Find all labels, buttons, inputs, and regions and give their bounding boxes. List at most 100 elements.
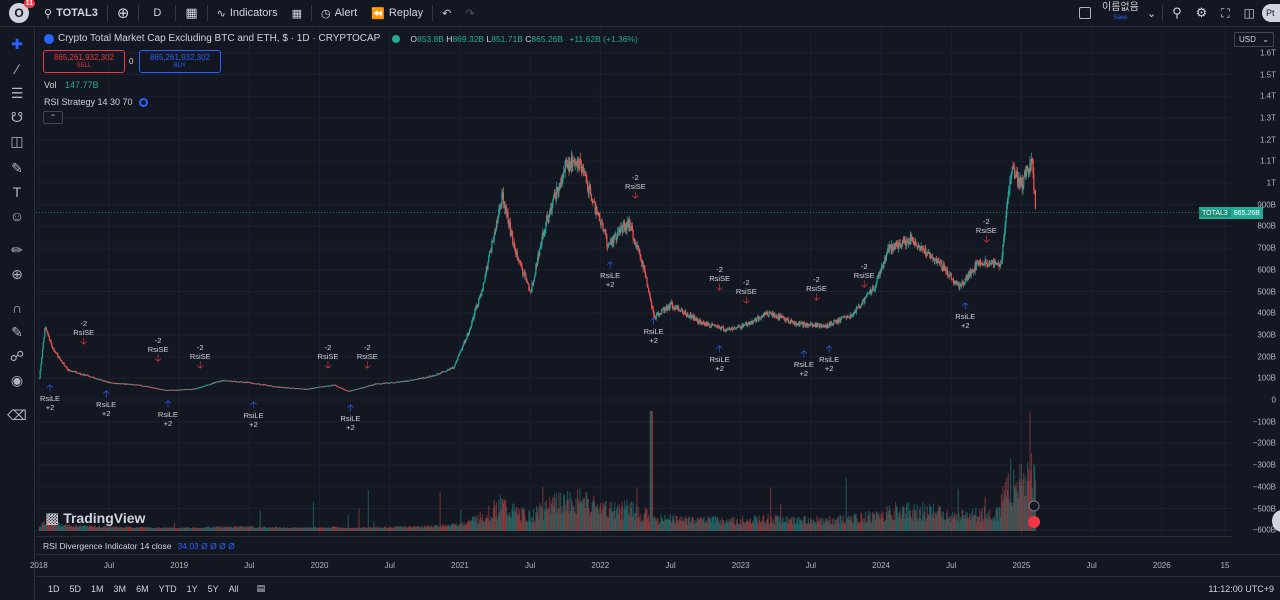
- redo-button[interactable]: ↷: [458, 0, 481, 27]
- price-scale[interactable]: USD ⌄ 1.6T 1.5T 1.4T 1.3T 1.2T 1.1T 1T 900B 800B…: [1232, 28, 1280, 554]
- candle-body: [1021, 177, 1023, 189]
- range-ytd-button[interactable]: YTD: [158, 583, 177, 594]
- rsi-divergence-pane[interactable]: RSI Divergence Indicator 14 close 34.03 …: [36, 536, 1232, 554]
- range-5d-button[interactable]: 5D: [69, 583, 82, 594]
- replay-button[interactable]: ⏪ Replay: [364, 0, 430, 27]
- crosshair-icon[interactable]: ✚: [11, 35, 23, 52]
- layout-menu-button[interactable]: ⌄: [1143, 0, 1160, 27]
- emoji-icon[interactable]: ☺: [9, 208, 25, 224]
- volume-bar: [962, 515, 965, 531]
- fib-retracement-icon[interactable]: ☰: [10, 84, 24, 101]
- text-icon[interactable]: T: [12, 184, 22, 200]
- sell-button[interactable]: 865,261,932,302 SELL: [43, 50, 125, 73]
- candle-body: [276, 386, 278, 388]
- candle-body: [43, 337, 45, 343]
- eye-icon[interactable]: ◉: [10, 371, 24, 388]
- volume-bar: [312, 501, 315, 531]
- volume-bar: [908, 502, 910, 531]
- candle-body: [66, 367, 68, 370]
- volume-bar: [583, 499, 585, 531]
- current-price-tag: TOTAL3 865.26B: [1199, 207, 1263, 219]
- range-5y-button[interactable]: 5Y: [207, 583, 219, 594]
- account-avatar[interactable]: O 11: [9, 0, 35, 23]
- volume-bar: [322, 527, 325, 531]
- candle-body: [432, 375, 434, 377]
- candle-body: [971, 270, 973, 272]
- lock-icon[interactable]: ☍: [9, 347, 25, 364]
- volume-bar: [185, 527, 187, 531]
- profile-button[interactable]: Pt: [1262, 0, 1280, 27]
- candle-body: [598, 215, 600, 217]
- layout-name-button[interactable]: 이름없음 Save: [1098, 0, 1143, 27]
- pattern-icon[interactable]: ☋: [10, 108, 24, 125]
- volume-bar: [685, 518, 687, 531]
- volume-bar: [832, 524, 834, 531]
- magnet-icon[interactable]: ∩: [11, 300, 23, 316]
- fullscreen-button[interactable]: ⛶: [1214, 0, 1236, 27]
- strategy-legend[interactable]: RSI Strategy 14 30 70: [44, 97, 149, 108]
- settings-button[interactable]: ⚙: [1189, 0, 1215, 27]
- candle-body: [895, 243, 897, 249]
- volume-bar: [432, 526, 434, 531]
- candle-body: [824, 325, 826, 327]
- volume-bar: [380, 528, 383, 531]
- volume-bar: [309, 527, 312, 531]
- volume-bar: [418, 526, 420, 531]
- trend-line-icon[interactable]: ∕: [15, 61, 19, 77]
- lock-drawings-icon[interactable]: ✎: [11, 323, 23, 340]
- ruler-icon[interactable]: ✏: [11, 241, 23, 258]
- long-entry-signal: 🡡 RsiLE +2: [710, 345, 730, 374]
- candle-body: [726, 328, 728, 330]
- time-scale[interactable]: 2018 Jul 2019 Jul 2020 Jul 2021 Jul 2022 Jul 2023 J…: [30, 554, 1280, 576]
- chart-type-button[interactable]: ▦: [178, 0, 204, 27]
- prediction-icon[interactable]: ◫: [10, 132, 24, 149]
- currency-select[interactable]: USD ⌄: [1234, 32, 1274, 47]
- undo-button[interactable]: ↶: [435, 0, 458, 27]
- volume-bar: [139, 527, 142, 531]
- volume-bar: [909, 510, 911, 531]
- candle-body: [951, 278, 953, 280]
- range-1m-button[interactable]: 1M: [91, 583, 104, 594]
- brush-icon[interactable]: ✎: [11, 159, 23, 176]
- range-1d-button[interactable]: 1D: [48, 583, 60, 594]
- volume-bar: [578, 503, 580, 531]
- layout-toggle-button[interactable]: [1072, 0, 1098, 27]
- goto-date-button[interactable]: ▤: [252, 583, 271, 594]
- compare-symbol-button[interactable]: ⊕: [110, 0, 137, 27]
- symbol-search-button[interactable]: ⚲ TOTAL3: [37, 0, 105, 27]
- snapshot-button[interactable]: ◫: [1237, 0, 1262, 27]
- alert-button[interactable]: ◷ Alert: [314, 0, 364, 27]
- volume-bar: [561, 505, 563, 531]
- range-1y-button[interactable]: 1Y: [186, 583, 198, 594]
- range-all-button[interactable]: All: [228, 583, 239, 594]
- candle-body: [911, 237, 913, 241]
- price-chart[interactable]: [36, 28, 1232, 536]
- scroll-to-realtime-button[interactable]: [1272, 510, 1280, 532]
- volume-bar: [860, 512, 862, 531]
- volume-bar: [170, 527, 172, 531]
- quick-search-button[interactable]: ⚲: [1165, 0, 1189, 27]
- interval-button[interactable]: D: [141, 0, 173, 27]
- indicators-button[interactable]: ∿ Indicators: [210, 0, 285, 27]
- spread-value: 0: [129, 57, 134, 66]
- volume-bar: [905, 514, 907, 531]
- candle-body: [47, 331, 49, 335]
- drawing-toolbar: ✚ ∕ ☰ ☋ ◫ ✎ T ☺ ✏ ⊕ ∩ ✎ ☍ ◉ ⌫: [0, 27, 35, 600]
- candle-body: [78, 373, 81, 374]
- collapse-legend-button[interactable]: ⌃: [43, 111, 63, 124]
- clock[interactable]: 11:12:00 UTC+9: [1208, 583, 1274, 594]
- range-3m-button[interactable]: 3M: [113, 583, 127, 594]
- trash-icon[interactable]: ⌫: [7, 406, 27, 423]
- zoom-icon[interactable]: ⊕: [11, 265, 23, 282]
- candle-body: [361, 387, 363, 389]
- volume-bar: [677, 519, 679, 531]
- candle-body: [843, 316, 845, 318]
- candle-body: [337, 386, 339, 388]
- volume-legend[interactable]: Vol 147.77B: [44, 80, 99, 90]
- buy-button[interactable]: 865,261,932,302 BUY: [139, 50, 221, 73]
- volume-bar: [306, 527, 308, 531]
- range-6m-button[interactable]: 6M: [136, 583, 149, 594]
- volume-bar: [207, 526, 209, 531]
- templates-button[interactable]: ▦: [285, 0, 309, 27]
- volume-bar: [552, 497, 554, 531]
